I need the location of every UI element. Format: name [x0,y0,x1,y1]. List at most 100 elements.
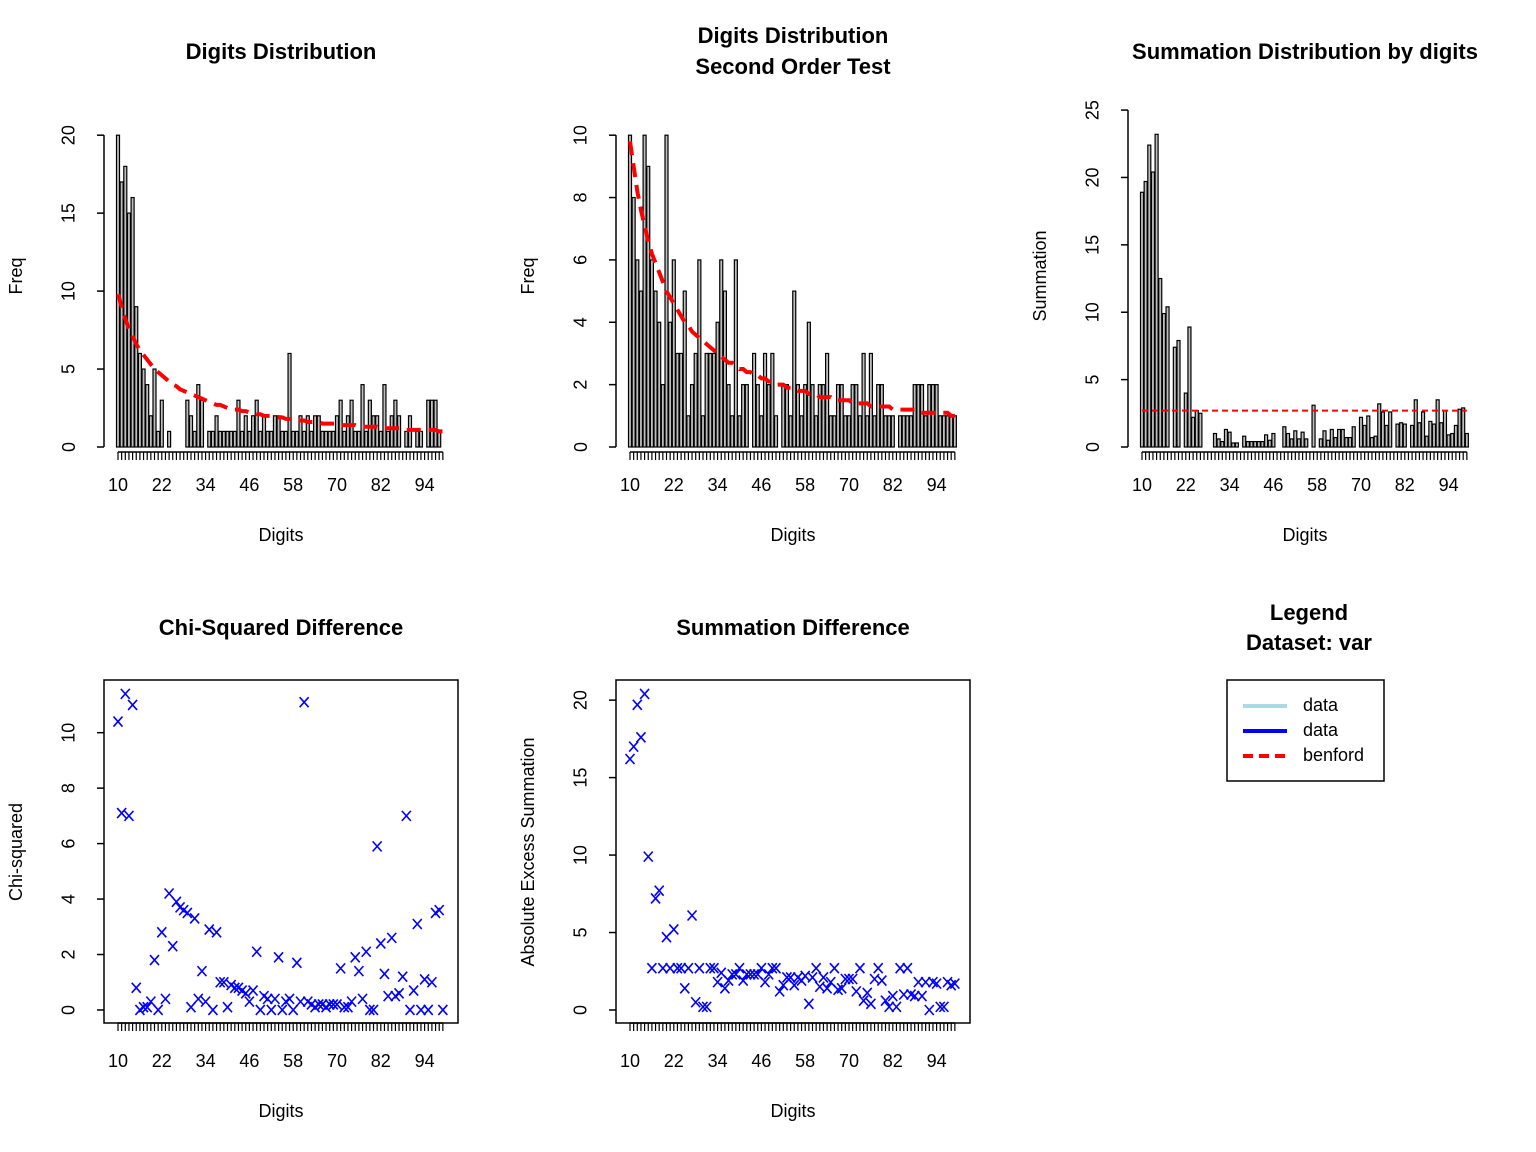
benford-line [628,141,955,418]
bar [1442,410,1448,448]
bar [919,384,925,448]
bar [711,352,717,448]
y-tick-label: 8 [59,783,79,793]
point [862,987,873,999]
bar [806,321,811,448]
bar [1369,436,1375,448]
bar [1249,441,1254,448]
x-axis-label: Digits [258,525,303,545]
x-tick-label: 82 [883,475,903,495]
bar [199,399,205,448]
point [686,909,698,922]
point [189,912,200,924]
y-tick-label: 20 [59,125,79,145]
bar [792,290,797,448]
bar [952,415,957,448]
bar [218,430,223,448]
bar [1234,442,1239,448]
point [730,968,741,980]
y-tick-label: 0 [571,442,591,452]
bar [254,399,259,448]
point [277,1004,288,1016]
y-tick-label: 5 [571,928,591,938]
panel: Digits Distribution Second Order Test Digi… [518,23,957,545]
point [694,962,705,974]
point [887,990,898,1002]
x-tick-label: 46 [751,1051,771,1071]
point [437,1004,448,1016]
point [683,962,694,974]
point [339,1001,350,1013]
point [643,851,654,863]
bar [276,415,281,448]
bar [1183,392,1188,448]
point [774,985,785,997]
bar [207,430,212,448]
bar [1176,339,1181,448]
point [112,716,124,728]
bar [1139,191,1145,448]
bar [675,352,680,448]
bar [876,384,881,448]
point [218,976,229,988]
bar [167,430,172,448]
point [434,904,445,916]
bar [908,415,914,448]
y-tick-label: 10 [571,845,591,865]
bar [697,259,702,448]
bar [879,384,884,448]
point [415,1004,427,1016]
y-tick-label: 0 [571,1005,591,1015]
y-tick-label: 6 [59,839,79,849]
point [160,993,171,1005]
bar [759,415,764,448]
bar [159,399,164,448]
bar [221,430,226,448]
point [924,1004,935,1016]
x-tick-label: 70 [1351,475,1371,495]
x-tick-label: 10 [1132,475,1152,495]
bar [1457,408,1462,448]
point [770,962,782,974]
bar [418,430,424,448]
point [404,1004,416,1016]
bar [1216,438,1221,448]
bar [283,430,288,448]
bar [1337,428,1342,448]
bar [1191,416,1196,448]
x-tick-label: 94 [1439,475,1459,495]
bar [1410,424,1415,448]
bar [854,384,859,448]
legend-title: Legend [1270,600,1348,625]
bar [1300,431,1305,448]
chart-title: Second Order Test [695,54,891,79]
point [639,688,650,700]
point [767,962,778,974]
bar [635,259,640,448]
bar [766,384,771,448]
bar [1377,403,1382,448]
bar [660,384,665,448]
bar [327,430,332,448]
point [843,973,855,985]
y-tick-label: 0 [59,442,79,452]
y-axis-label: Freq [6,257,26,294]
x-axis-label: Digits [258,1101,303,1121]
point [153,1004,164,1016]
point [295,996,306,1008]
point [401,810,412,822]
bar [236,399,241,448]
point [803,998,814,1010]
bar [1329,428,1334,448]
bar [141,368,146,448]
point [342,1001,354,1013]
bar [433,399,438,448]
point [708,962,720,974]
bar [371,415,376,448]
point [902,962,913,974]
y-tick-label: 20 [571,690,591,710]
bar [1446,434,1451,448]
point [876,975,887,987]
bar [679,352,684,448]
bar [1172,346,1177,448]
